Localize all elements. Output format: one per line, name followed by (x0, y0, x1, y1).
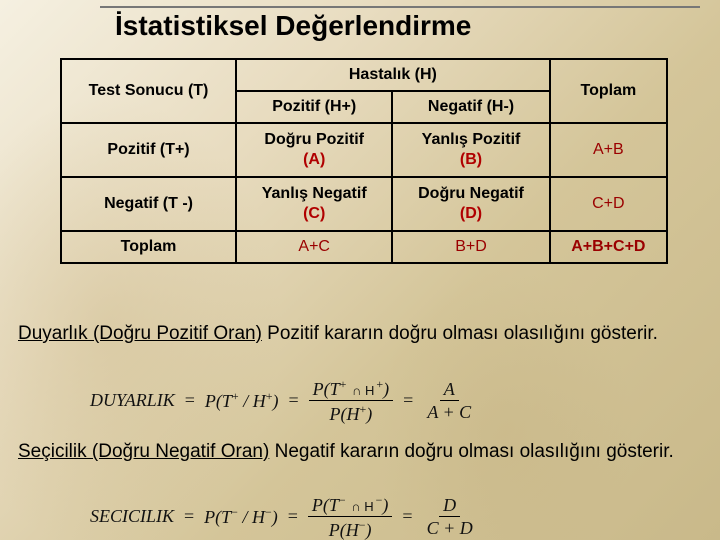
cell-symbol: (B) (401, 150, 540, 170)
row-total-2: C+D (550, 177, 667, 231)
row-header: Test Sonucu (T) (61, 59, 236, 123)
row-total-1: A+B (550, 123, 667, 177)
fraction-2: D C + D (423, 496, 477, 537)
cell-symbol: (D) (401, 204, 540, 224)
lhs: DUYARLIK (90, 390, 175, 411)
sensitivity-term: Duyarlık (Doğru Pozitif Oran) (18, 323, 262, 344)
equals-icon: = (185, 390, 195, 411)
fraction-1: P(T− ∩ H−) P(H−) (308, 494, 393, 539)
col-total: Toplam (550, 59, 667, 123)
row-t-plus: Pozitif (T+) (61, 123, 236, 177)
specificity-formula: SECICILIK = P(T− / H−) = P(T− ∩ H−) P(H−… (90, 494, 477, 539)
row-total-head: Toplam (61, 231, 236, 263)
top-rule (100, 6, 700, 8)
col-total-1: A+C (236, 231, 392, 263)
col-total-2: B+D (392, 231, 549, 263)
row-t-minus: Negatif (T -) (61, 177, 236, 231)
equals-icon: = (403, 390, 413, 411)
lhs: SECICILIK (90, 506, 174, 527)
prob-expr: P(T− / H−) (204, 505, 278, 528)
col-sub-h-plus: Pozitif (H+) (236, 91, 392, 123)
specificity-term: Seçicilik (Doğru Negatif Oran) (18, 441, 269, 462)
confusion-table: Test Sonucu (T) Hastalık (H) Toplam Pozi… (60, 58, 668, 264)
col-header: Hastalık (H) (236, 59, 550, 91)
specificity-rest: Negatif kararın doğru olması olasılığını… (269, 441, 673, 462)
prob-expr: P(T+ / H+) (205, 389, 279, 412)
sensitivity-formula: DUYARLIK = P(T+ / H+) = P(T+ ∩ H+) P(H+)… (90, 378, 475, 423)
cell-label: Yanlış Negatif (245, 184, 383, 204)
cell-symbol: (A) (245, 150, 383, 170)
cell-symbol: (C) (245, 204, 383, 224)
sensitivity-rest: Pozitif kararın doğru olması olasılığını… (262, 323, 658, 344)
cell-label: Yanlış Pozitif (401, 130, 540, 150)
fraction-1: P(T+ ∩ H+) P(H+) (309, 378, 394, 423)
grand-total: A+B+C+D (550, 231, 667, 263)
cell-label: Doğru Pozitif (245, 130, 383, 150)
equals-icon: = (184, 506, 194, 527)
specificity-paragraph: Seçicilik (Doğru Negatif Oran) Negatif k… (18, 440, 690, 464)
col-sub-h-minus: Negatif (H-) (392, 91, 549, 123)
equals-icon: = (288, 506, 298, 527)
page-title: İstatistiksel Değerlendirme (115, 10, 471, 42)
equals-icon: = (288, 390, 298, 411)
fraction-2: A A + C (423, 380, 475, 421)
cell-true-positive: Doğru Pozitif (A) (236, 123, 392, 177)
cell-false-positive: Yanlış Pozitif (B) (392, 123, 549, 177)
cell-label: Doğru Negatif (401, 184, 540, 204)
sensitivity-paragraph: Duyarlık (Doğru Pozitif Oran) Pozitif ka… (18, 322, 690, 346)
equals-icon: = (402, 506, 412, 527)
cell-true-negative: Doğru Negatif (D) (392, 177, 549, 231)
cell-false-negative: Yanlış Negatif (C) (236, 177, 392, 231)
